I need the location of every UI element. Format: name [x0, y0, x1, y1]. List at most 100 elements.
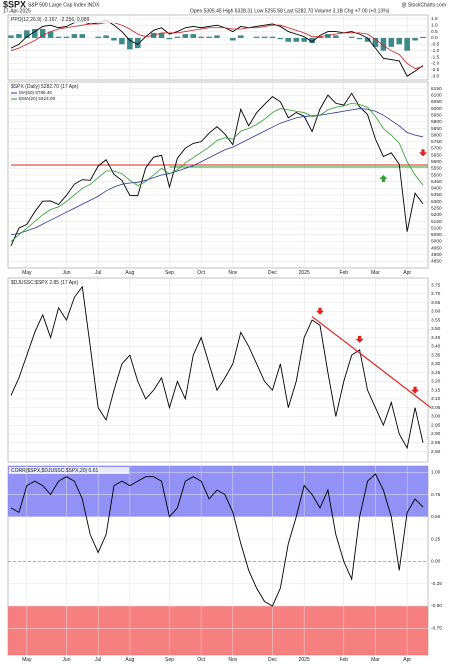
- histogram-bar: [277, 37, 284, 40]
- y-tick-label: 0.5: [431, 29, 438, 35]
- x-tick-label: Feb: [339, 270, 348, 276]
- histogram-bar: [412, 37, 418, 41]
- y-tick-label: -0.5: [431, 42, 440, 48]
- x-tick-label: Sep: [165, 657, 174, 663]
- y-tick-label: 5400: [431, 186, 442, 192]
- series-line: [10, 473, 424, 607]
- x-tick-label: Aug: [125, 270, 134, 276]
- y-tick-label: -1.5: [431, 54, 440, 60]
- y-tick-label: 5000: [431, 239, 442, 245]
- y-tick-label: -3.0: [431, 73, 440, 79]
- histogram-bar: [404, 37, 410, 51]
- y-tick-label: 0.0: [431, 35, 438, 41]
- legend-label: EMA(20) 5424.09: [19, 96, 55, 101]
- x-tick-label: Apr: [403, 657, 411, 663]
- y-tick-label: 0.75: [431, 492, 441, 498]
- histogram-bar: [127, 37, 133, 50]
- histogram-bar: [134, 37, 141, 49]
- x-tick-label: Apr: [403, 270, 411, 276]
- histogram-bar: [166, 37, 173, 40]
- y-tick-label: 3.05: [431, 405, 441, 411]
- x-tick-label: Mar: [371, 270, 380, 276]
- histogram-bar: [253, 36, 260, 38]
- series-line: [10, 92, 424, 246]
- histogram-bar: [364, 37, 371, 42]
- y-tick-label: -2.0: [431, 61, 440, 67]
- histogram-bar: [79, 34, 86, 38]
- y-tick-label: 5150: [431, 219, 442, 225]
- histogram-bar: [309, 37, 315, 44]
- y-tick-label: 5950: [431, 112, 442, 118]
- y-tick-label: 2.80: [431, 449, 441, 455]
- y-tick-label: 2.90: [431, 431, 441, 437]
- y-tick-label: 3.60: [431, 309, 441, 315]
- title-background: [9, 279, 129, 286]
- y-tick-label: 4850: [431, 259, 442, 265]
- band: [8, 466, 428, 517]
- y-tick-label: -0.75: [431, 626, 442, 632]
- histogram-bar: [174, 36, 181, 38]
- histogram-bar: [356, 37, 363, 40]
- histogram-bar: [206, 36, 212, 38]
- y-tick-label: 5300: [431, 199, 442, 205]
- y-tick-label: 5050: [431, 232, 442, 238]
- y-tick-label: 0.00: [431, 559, 441, 565]
- histogram-bar: [325, 34, 331, 38]
- y-tick-label: 5550: [431, 166, 442, 172]
- symbol: $SPX: [3, 0, 26, 9]
- y-tick-label: 5900: [431, 119, 442, 125]
- y-tick-label: 3.30: [431, 361, 441, 367]
- x-tick-label: Jul: [95, 657, 101, 663]
- y-tick-label: 2.95: [431, 422, 441, 428]
- y-tick-label: 3.15: [431, 387, 441, 393]
- histogram-bar: [293, 37, 300, 42]
- histogram-bar: [182, 34, 189, 38]
- histogram-bar: [333, 35, 339, 38]
- y-tick-label: 5350: [431, 192, 442, 198]
- y-tick-label: -0.25: [431, 581, 442, 587]
- y-tick-label: 5200: [431, 212, 442, 218]
- histogram-bar: [372, 37, 379, 47]
- legend-label: MA(50) 5786.46: [19, 90, 52, 95]
- y-tick-label: 3.00: [431, 414, 441, 420]
- x-tick-label: Dec: [268, 657, 277, 663]
- histogram-bar: [396, 37, 403, 45]
- x-tick-label: Jul: [95, 270, 101, 276]
- index-name: S&P 500 Large Cap Index INDX: [28, 2, 100, 8]
- x-tick-label: Nov: [228, 270, 237, 276]
- histogram-bar: [269, 36, 276, 38]
- x-tick-label: 2025: [299, 657, 310, 663]
- x-tick-label: Dec: [268, 270, 277, 276]
- panel-title: $DJUSSC:$SPX 2.85 (17 Apr): [11, 280, 79, 286]
- y-tick-label: 5500: [431, 172, 442, 178]
- x-tick-label: Oct: [197, 657, 205, 663]
- y-tick-label: 5800: [431, 132, 442, 138]
- x-tick-label: Mar: [371, 657, 380, 663]
- histogram-bar: [388, 37, 395, 47]
- y-tick-label: 1.5: [431, 16, 438, 22]
- x-tick-label: Feb: [339, 657, 348, 663]
- y-tick-label: 4900: [431, 252, 442, 258]
- y-tick-label: 5100: [431, 225, 442, 231]
- histogram-bar: [230, 37, 236, 41]
- histogram-bar: [214, 35, 220, 38]
- series-line: [10, 102, 424, 242]
- y-tick-label: 2.85: [431, 440, 441, 446]
- histogram-bar: [285, 37, 292, 42]
- histogram-bar: [24, 30, 30, 38]
- histogram-bar: [39, 29, 46, 38]
- y-tick-label: 6000: [431, 106, 442, 112]
- histogram-bar: [95, 36, 101, 38]
- y-tick-label: 5650: [431, 152, 442, 158]
- y-tick-label: 5600: [431, 159, 442, 165]
- y-tick-label: -1.0: [431, 48, 440, 54]
- x-tick-label: Jun: [62, 657, 70, 663]
- histogram-bar: [261, 36, 268, 38]
- y-tick-label: 3.35: [431, 352, 441, 358]
- y-tick-label: 1.0: [431, 22, 438, 28]
- y-tick-label: 5850: [431, 126, 442, 132]
- band: [8, 605, 428, 655]
- histogram-bar: [47, 31, 54, 38]
